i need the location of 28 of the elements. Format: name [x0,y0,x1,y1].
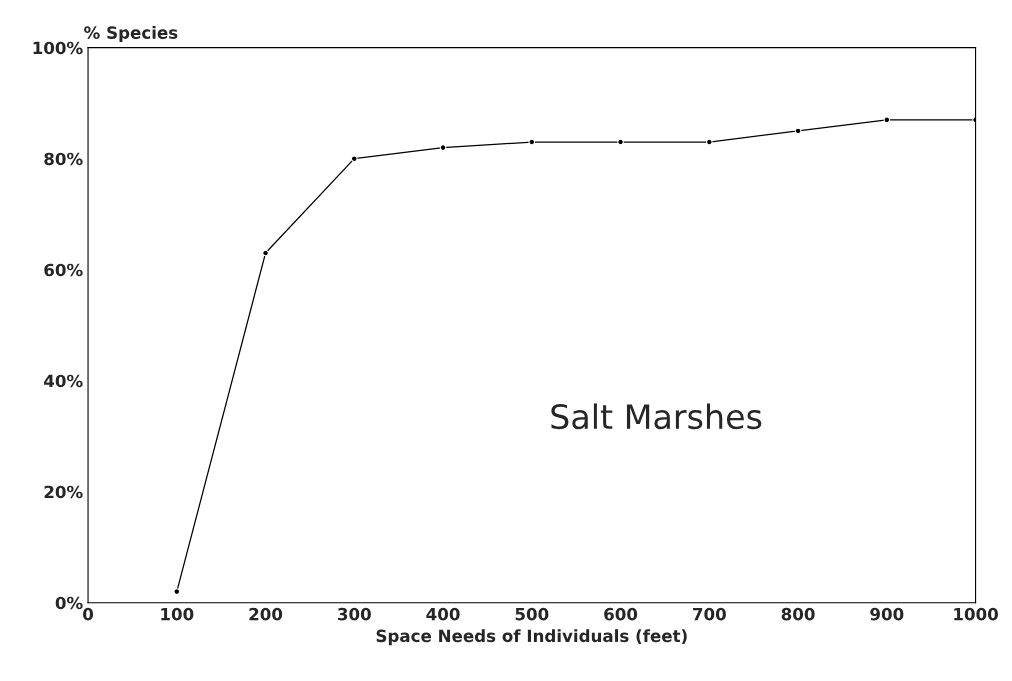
annotation: Salt Marshes [551,403,762,430]
x-tick-label: 700 [693,607,726,621]
x-tick-label: 900 [870,607,904,621]
x-tick-label: 500 [515,607,549,621]
point [528,138,536,146]
y-tick-label: 80% [44,152,83,166]
y-tick-label: 0% [55,596,83,610]
x-tick-label: 0 [83,607,94,621]
x-tick-label: 600 [604,607,638,621]
y-tick-label: 40% [44,374,83,388]
y-tick-label: 100% [33,41,83,55]
x-axis-title: Space Needs of Individuals (feet) [376,629,687,646]
x-tick-label: 800 [781,607,815,621]
x-tick-label: 200 [249,607,283,621]
y-tick-label: 20% [44,485,83,499]
point [351,155,358,162]
point [617,138,624,146]
point [262,249,269,257]
x-tick-label: 300 [338,607,371,621]
point [794,127,802,135]
y-tick-label: 60% [44,263,83,277]
x-tick-label: 100 [161,607,194,621]
point [173,588,181,595]
point [439,144,447,151]
x-tick-label: 400 [426,607,460,621]
point [706,138,713,146]
x-tick-label: 1000 [954,607,998,621]
y-axis-title: % Species [84,25,178,43]
